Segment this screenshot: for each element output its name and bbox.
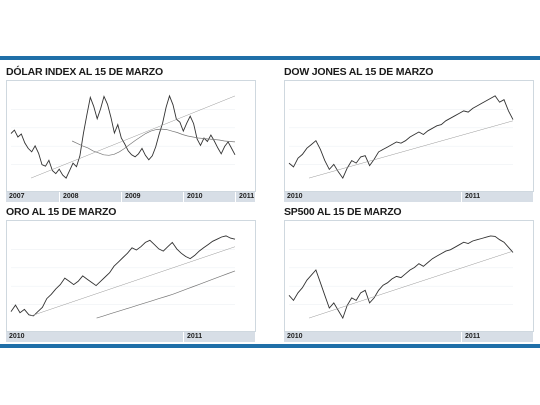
year-label: 2010 bbox=[184, 192, 236, 202]
year-axis: 2010 2011 bbox=[284, 192, 534, 202]
year-label: 2011 bbox=[184, 332, 256, 342]
plot-area bbox=[6, 80, 256, 192]
line-chart bbox=[288, 95, 514, 180]
plot-area bbox=[284, 80, 534, 192]
top-accent-rule bbox=[0, 56, 540, 60]
year-label: 2008 bbox=[60, 192, 122, 202]
trend-line bbox=[30, 95, 236, 179]
year-label: 2009 bbox=[122, 192, 184, 202]
price-line bbox=[288, 95, 514, 180]
trend-line bbox=[308, 250, 514, 319]
line-chart bbox=[10, 235, 236, 319]
plot-area bbox=[6, 220, 256, 332]
year-label: 2010 bbox=[284, 192, 462, 202]
plot-area bbox=[284, 220, 534, 332]
moving-average-line bbox=[71, 128, 236, 156]
line-chart bbox=[288, 235, 514, 320]
year-label: 2010 bbox=[6, 332, 184, 342]
moving-average-line bbox=[96, 270, 236, 319]
trend-line bbox=[30, 246, 236, 317]
year-label: 2007 bbox=[6, 192, 60, 202]
price-line bbox=[288, 235, 514, 320]
year-label: 2010 bbox=[284, 332, 462, 342]
trend-line bbox=[308, 120, 514, 179]
panel-dow-jones: DOW JONES AL 15 DE MARZO 2010 2011 bbox=[280, 64, 538, 202]
price-line bbox=[10, 235, 236, 317]
chart-title: SP500 AL 15 DE MARZO bbox=[284, 206, 402, 218]
panel-sp500: SP500 AL 15 DE MARZO 2010 2011 bbox=[280, 204, 538, 342]
chart-title: DÓLAR INDEX AL 15 DE MARZO bbox=[6, 66, 163, 78]
line-chart bbox=[10, 94, 236, 179]
year-label: 2011 bbox=[236, 192, 256, 202]
charts-grid: DÓLAR INDEX AL 15 DE MARZO 2007 2008 200… bbox=[0, 58, 540, 348]
panel-dolar-index: DÓLAR INDEX AL 15 DE MARZO 2007 2008 200… bbox=[2, 64, 260, 202]
year-label: 2011 bbox=[462, 332, 534, 342]
price-line bbox=[10, 94, 236, 179]
chart-title: ORO AL 15 DE MARZO bbox=[6, 206, 117, 218]
year-axis: 2010 2011 bbox=[284, 332, 534, 342]
panel-oro: ORO AL 15 DE MARZO 2010 2011 bbox=[2, 204, 260, 342]
year-axis: 2010 2011 bbox=[6, 332, 256, 342]
bottom-accent-rule bbox=[0, 344, 540, 348]
year-axis: 2007 2008 2009 2010 2011 bbox=[6, 192, 256, 202]
year-label: 2011 bbox=[462, 192, 534, 202]
chart-title: DOW JONES AL 15 DE MARZO bbox=[284, 66, 434, 78]
